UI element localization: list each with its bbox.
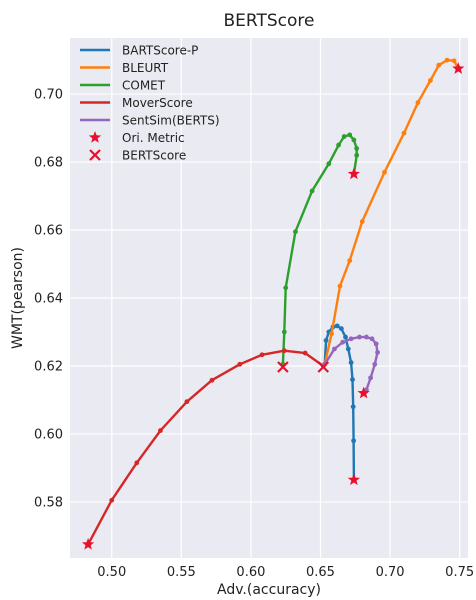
y-tick-label: 0.68	[34, 156, 63, 171]
x-tick-label: 0.55	[167, 565, 196, 580]
data-point-bleurt	[337, 283, 343, 289]
data-point-moverscore	[158, 428, 163, 433]
ori-metric-star-marker	[347, 473, 361, 486]
y-tick-label: 0.60	[34, 427, 63, 442]
data-point-bleurt	[444, 57, 450, 63]
data-point-bartscore-p	[323, 338, 329, 343]
data-point-bleurt	[428, 78, 433, 83]
legend-label: BLEURT	[122, 61, 169, 75]
data-point-comet	[354, 146, 360, 151]
data-point-comet	[341, 134, 347, 139]
chart-title: BERTScore	[224, 11, 315, 31]
data-point-comet	[293, 229, 298, 235]
data-point-sentsim-berts	[368, 375, 373, 381]
data-point-sentsim-berts	[340, 339, 346, 345]
data-point-sentsim-berts	[348, 336, 354, 342]
ori-metric-star-marker	[347, 167, 361, 180]
grid	[70, 38, 468, 558]
data-point-moverscore	[209, 377, 215, 383]
data-point-bartscore-p	[351, 438, 357, 444]
data-point-bleurt	[401, 130, 407, 136]
legend: BARTScore-P BLEURT COMET MoverScore SentSim(…	[80, 43, 220, 162]
marker-layer	[81, 62, 465, 550]
data-point-moverscore	[184, 399, 190, 405]
ori-metric-star-marker	[452, 62, 465, 74]
data-point-moverscore	[237, 361, 243, 367]
data-point-moverscore	[109, 497, 115, 503]
data-point-moverscore	[281, 348, 287, 354]
data-point-bleurt	[436, 62, 442, 68]
data-point-sentsim-berts	[332, 346, 337, 352]
bertscore-x-marker	[317, 361, 330, 373]
data-point-bartscore-p	[348, 360, 354, 365]
legend-star-swatch	[88, 131, 102, 143]
legend-label: COMET	[122, 78, 166, 92]
data-point-bleurt	[451, 58, 457, 64]
data-point-comet	[281, 329, 287, 335]
y-tick-label: 0.66	[34, 224, 63, 239]
legend-label: MoverScore	[122, 96, 193, 110]
data-point-comet	[351, 137, 357, 143]
data-point-bartscore-p	[350, 404, 356, 410]
y-tick-label: 0.58	[34, 495, 63, 510]
data-point-bleurt	[329, 331, 335, 337]
data-point-sentsim-berts	[372, 361, 378, 367]
data-point-sentsim-berts	[369, 336, 375, 342]
data-point-bleurt	[415, 100, 421, 105]
data-point-moverscore	[302, 350, 308, 356]
data-point-comet	[326, 161, 332, 167]
legend-label: Ori. Metric	[122, 131, 185, 145]
data-point-sentsim-berts	[373, 341, 379, 347]
y-tick-label: 0.64	[34, 292, 63, 307]
ori-metric-star-marker	[357, 386, 370, 399]
y-tick-label: 0.70	[34, 88, 63, 103]
y-axis-label: WMT(pearson)	[10, 247, 26, 349]
legend-label: BARTScore-P	[122, 43, 198, 57]
x-tick-label: 0.70	[376, 565, 405, 580]
x-tick-label: 0.75	[445, 565, 474, 580]
data-point-moverscore	[134, 460, 140, 466]
data-point-bleurt	[359, 219, 365, 224]
data-point-comet	[354, 152, 360, 158]
ori-metric-star-marker	[81, 537, 95, 550]
data-point-bleurt	[347, 258, 353, 264]
data-point-moverscore	[259, 352, 265, 358]
data-point-sentsim-berts	[357, 334, 362, 340]
legend-label: SentSim(BERTS)	[122, 113, 220, 127]
data-point-sentsim-berts	[364, 334, 369, 340]
data-point-bartscore-p	[338, 326, 344, 331]
data-point-bartscore-p	[334, 323, 340, 329]
y-tick-label: 0.62	[34, 359, 63, 374]
data-point-comet	[347, 132, 353, 138]
legend-x-swatch	[89, 149, 101, 161]
x-tick-label: 0.60	[236, 565, 265, 580]
data-point-comet	[336, 142, 341, 148]
x-tick-label: 0.50	[97, 565, 126, 580]
x-axis-label: Adv.(accuracy)	[217, 582, 321, 598]
x-tick-label: 0.65	[306, 565, 335, 580]
legend-label: BERTScore	[122, 148, 186, 162]
data-point-comet	[283, 285, 289, 291]
series-layer	[85, 57, 461, 547]
data-point-bartscore-p	[345, 346, 351, 352]
tick-labels: 0.50 0.55 0.60 0.65 0.70 0.75 0.58 0.60 0.62 0.64…	[34, 88, 474, 580]
data-point-comet	[309, 188, 315, 194]
bertscore-x-marker	[277, 361, 289, 373]
data-point-bartscore-p	[343, 334, 348, 340]
data-point-bleurt	[382, 169, 387, 175]
data-point-bartscore-p	[350, 377, 355, 382]
data-point-sentsim-berts	[375, 349, 380, 355]
